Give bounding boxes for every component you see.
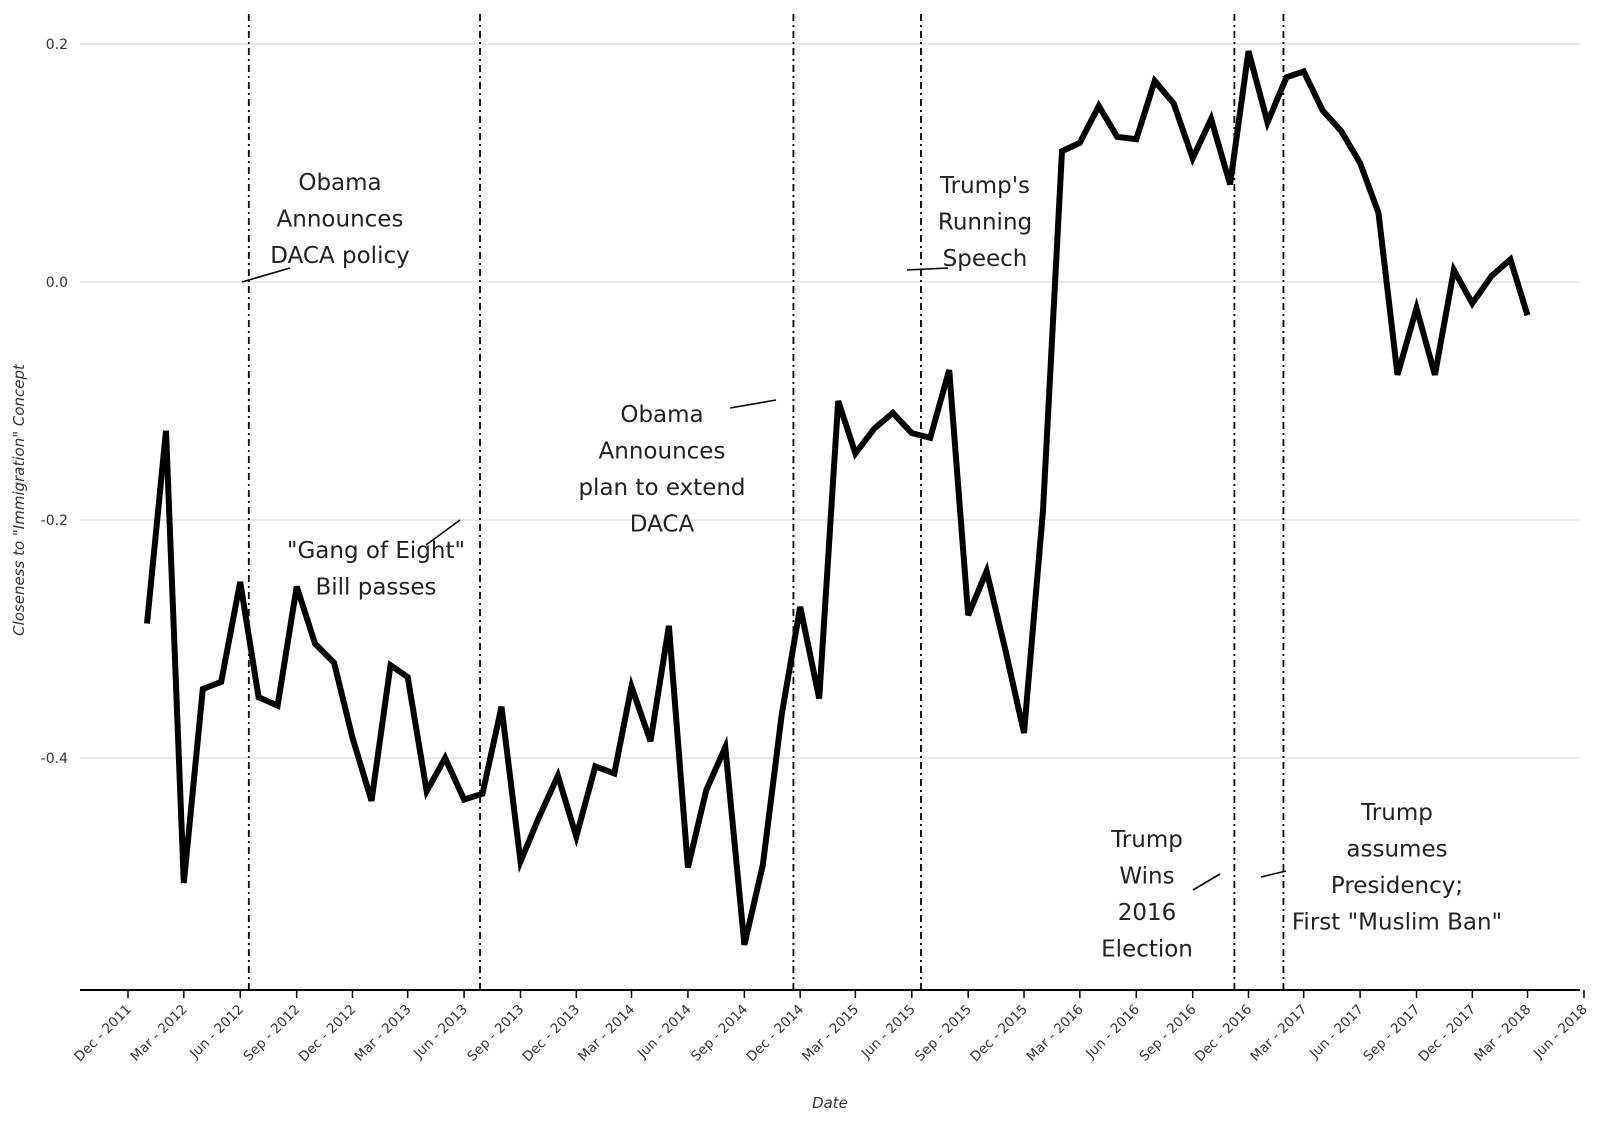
event-annotation: "Gang of Eight"Bill passes: [287, 538, 465, 601]
x-tick-label: Jun - 2018: [1530, 1002, 1591, 1063]
x-tick-label: Dec - 2016: [1192, 1002, 1256, 1066]
x-tick-label: Jun - 2012: [186, 1002, 247, 1063]
y-tick-label: 0.2: [46, 37, 68, 53]
x-tick-label: Mar - 2014: [575, 1002, 638, 1065]
x-tick-label: Sep - 2016: [1136, 1002, 1199, 1065]
annotation-leader: [730, 400, 776, 408]
x-tick-label: Dec - 2014: [743, 1002, 807, 1066]
x-tick-label: Sep - 2012: [240, 1002, 303, 1065]
x-tick-label: Mar - 2012: [128, 1002, 191, 1065]
x-axis-title: Date: [812, 1094, 848, 1112]
x-tick-label: Dec - 2015: [967, 1002, 1031, 1066]
y-tick-label: 0.0: [46, 275, 68, 291]
x-tick-label: Mar - 2013: [351, 1002, 414, 1065]
x-tick-label: Jun - 2015: [858, 1002, 919, 1063]
y-axis-ticks: 0.2 0.0 -0.2 -0.4: [41, 37, 68, 767]
y-axis-title: Closeness to "Immigration" Concept: [10, 363, 28, 636]
x-tick-label: Mar - 2015: [799, 1002, 862, 1065]
x-tick-label: Mar - 2018: [1471, 1002, 1534, 1065]
x-tick-label: Jun - 2014: [634, 1002, 695, 1063]
x-tick-label: Dec - 2017: [1416, 1002, 1480, 1066]
x-tick-label: Jun - 2013: [410, 1002, 471, 1063]
x-tick-label: Mar - 2016: [1024, 1002, 1087, 1065]
x-tick-label: Dec - 2012: [296, 1002, 360, 1066]
x-tick-label: Jun - 2016: [1082, 1002, 1143, 1063]
x-tick-label: Sep - 2014: [688, 1002, 751, 1065]
x-tick-label: Mar - 2017: [1247, 1002, 1310, 1065]
x-tick-label: Sep - 2015: [912, 1002, 975, 1065]
y-tick-label: -0.2: [41, 513, 68, 529]
x-tick-label: Dec - 2013: [520, 1002, 584, 1066]
x-tick-label: Sep - 2013: [464, 1002, 527, 1065]
annotation-leader: [1261, 871, 1286, 877]
annotation-leader: [1193, 874, 1220, 890]
x-tick-label: Sep - 2017: [1360, 1002, 1423, 1065]
x-tick-label: Dec - 2011: [71, 1002, 135, 1066]
y-tick-label: -0.4: [41, 751, 68, 767]
x-tick-label: Jun - 2017: [1306, 1002, 1367, 1063]
